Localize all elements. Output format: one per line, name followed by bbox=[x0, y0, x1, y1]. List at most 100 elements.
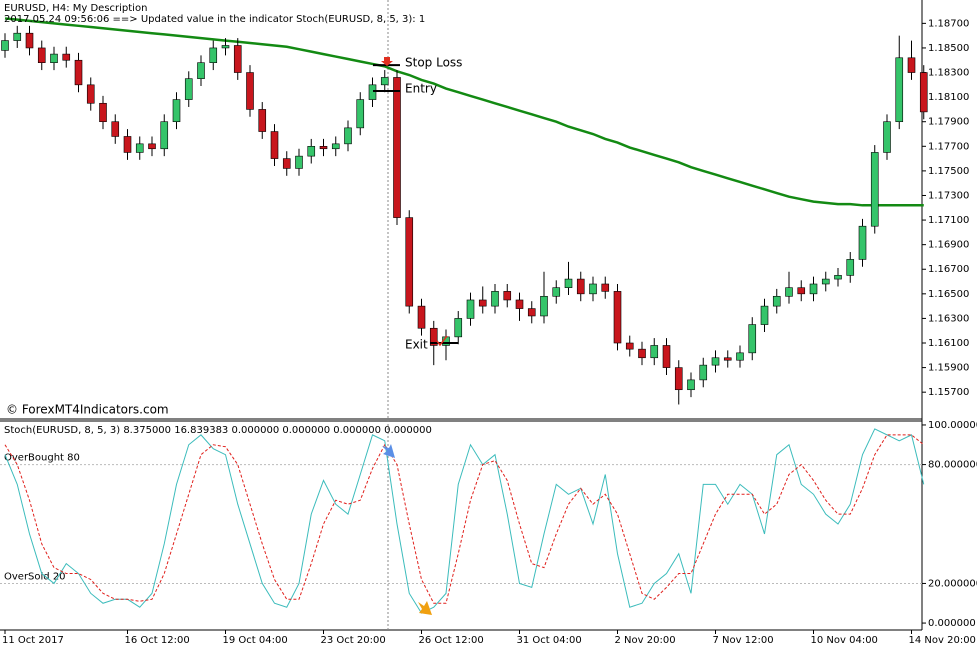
x-tick-label: 23 Oct 20:00 bbox=[321, 635, 386, 646]
candle-body bbox=[99, 102, 107, 123]
candle-body bbox=[576, 278, 585, 295]
candle-body bbox=[638, 348, 646, 359]
candle-body bbox=[821, 278, 830, 285]
candle-body bbox=[123, 136, 132, 153]
y-tick-label: 1.15700 bbox=[928, 387, 969, 398]
stoch-title: Stoch(EURUSD, 8, 5, 3) 8.375000 16.83938… bbox=[4, 425, 432, 436]
candle-body bbox=[331, 143, 340, 150]
y-tick-label: 80.000000 bbox=[928, 460, 977, 471]
candle-body bbox=[307, 146, 316, 157]
candle-body bbox=[589, 283, 597, 295]
candle-body bbox=[111, 121, 120, 137]
x-tick-label: 11 Oct 2017 bbox=[2, 635, 64, 646]
y-tick-label: 1.15900 bbox=[928, 363, 969, 374]
stoch-line bbox=[4, 434, 925, 604]
x-tick-label: 31 Oct 04:00 bbox=[517, 635, 582, 646]
candle-body bbox=[62, 53, 71, 61]
candle-body bbox=[74, 59, 83, 86]
y-tick-label: 1.18100 bbox=[928, 92, 969, 103]
x-tick-label: 14 Nov 20:00 bbox=[909, 635, 976, 646]
x-tick-label: 26 Oct 12:00 bbox=[419, 635, 484, 646]
candle-body bbox=[466, 299, 475, 319]
y-tick-label: 1.16300 bbox=[928, 313, 969, 324]
candle-body bbox=[270, 131, 279, 159]
candle-body bbox=[650, 345, 659, 359]
candle-body bbox=[883, 121, 891, 153]
candle-body bbox=[37, 47, 46, 64]
candle-body bbox=[135, 143, 144, 153]
candle-body bbox=[503, 291, 512, 301]
candle-body bbox=[674, 367, 683, 391]
candle-body bbox=[319, 146, 328, 150]
trade-label: Stop Loss bbox=[405, 56, 462, 70]
candle-body bbox=[393, 77, 401, 218]
exit-check bbox=[436, 335, 448, 347]
candle-body bbox=[834, 275, 842, 280]
candle-body bbox=[258, 109, 267, 132]
candle-body bbox=[564, 278, 573, 288]
trade-label: Exit bbox=[405, 338, 428, 352]
candle-body bbox=[760, 305, 769, 325]
y-tick-label: 1.18300 bbox=[928, 68, 969, 79]
candle-body bbox=[454, 318, 463, 338]
x-tick-label: 10 Nov 04:00 bbox=[811, 635, 878, 646]
candle-body bbox=[282, 158, 291, 169]
candle-body bbox=[1, 40, 9, 51]
candle-body bbox=[613, 291, 622, 344]
candle-body bbox=[736, 352, 744, 361]
candle-body bbox=[601, 283, 610, 292]
candle-body bbox=[919, 72, 928, 113]
watermark: © ForexMT4Indicators.com bbox=[6, 403, 169, 417]
candle-body bbox=[785, 287, 793, 297]
candle-body bbox=[429, 327, 438, 346]
candle-body bbox=[515, 299, 524, 309]
candle-body bbox=[687, 379, 695, 391]
x-tick-label: 2 Nov 20:00 bbox=[615, 635, 676, 646]
candle-body bbox=[540, 295, 548, 317]
moving-average bbox=[4, 17, 924, 207]
candle-body bbox=[405, 217, 414, 307]
chart-title: EURUSD, H4: My Description bbox=[4, 3, 147, 14]
candle-body bbox=[368, 84, 377, 100]
candle-body bbox=[699, 364, 708, 381]
stoch-panel: 100.000000 80.000000 20.000000 0.000000 Over… bbox=[0, 420, 977, 646]
candle-body bbox=[356, 99, 365, 129]
y-tick-label: 1.16100 bbox=[928, 338, 969, 349]
candle-body bbox=[50, 53, 58, 63]
candle-body bbox=[184, 78, 193, 100]
candle-body bbox=[295, 155, 303, 169]
candle-body bbox=[148, 143, 156, 150]
candle-body bbox=[809, 283, 818, 295]
candle-body bbox=[527, 308, 536, 317]
candle-body bbox=[417, 305, 426, 329]
y-tick-label: 20.000000 bbox=[928, 578, 977, 589]
candle-body bbox=[344, 127, 352, 145]
candle-body bbox=[552, 287, 561, 297]
candle-body bbox=[233, 45, 242, 73]
price-panel: 1.18700 1.18500 1.18300 1.18100 1.17900 1.177… bbox=[1, 17, 969, 405]
y-tick-label: 1.17100 bbox=[928, 215, 969, 226]
candle-body bbox=[772, 295, 781, 307]
candle-body bbox=[209, 47, 218, 64]
y-tick-label: 0.000000 bbox=[928, 618, 976, 629]
candle-body bbox=[858, 225, 867, 260]
candle-body bbox=[491, 291, 499, 307]
y-tick-label: 1.16500 bbox=[928, 289, 969, 300]
candle-body bbox=[662, 345, 671, 368]
y-tick-label: 1.16700 bbox=[928, 264, 969, 275]
candle-body bbox=[380, 77, 389, 86]
candle-body bbox=[723, 357, 732, 361]
candle-body bbox=[172, 99, 181, 123]
candle-body bbox=[711, 357, 720, 366]
candle-body bbox=[625, 342, 634, 350]
buy-signal-arrow bbox=[418, 601, 432, 615]
y-tick-label: 1.16900 bbox=[928, 240, 969, 251]
chart-subtitle: 2017.05.24 09:56:06 ==> Updated value in… bbox=[4, 14, 425, 25]
y-tick-label: 1.17700 bbox=[928, 141, 969, 152]
x-tick-label: 7 Nov 12:00 bbox=[713, 635, 774, 646]
y-tick-label: 1.18700 bbox=[928, 18, 969, 29]
x-tick-label: 19 Oct 04:00 bbox=[223, 635, 288, 646]
candle-body bbox=[246, 72, 254, 110]
